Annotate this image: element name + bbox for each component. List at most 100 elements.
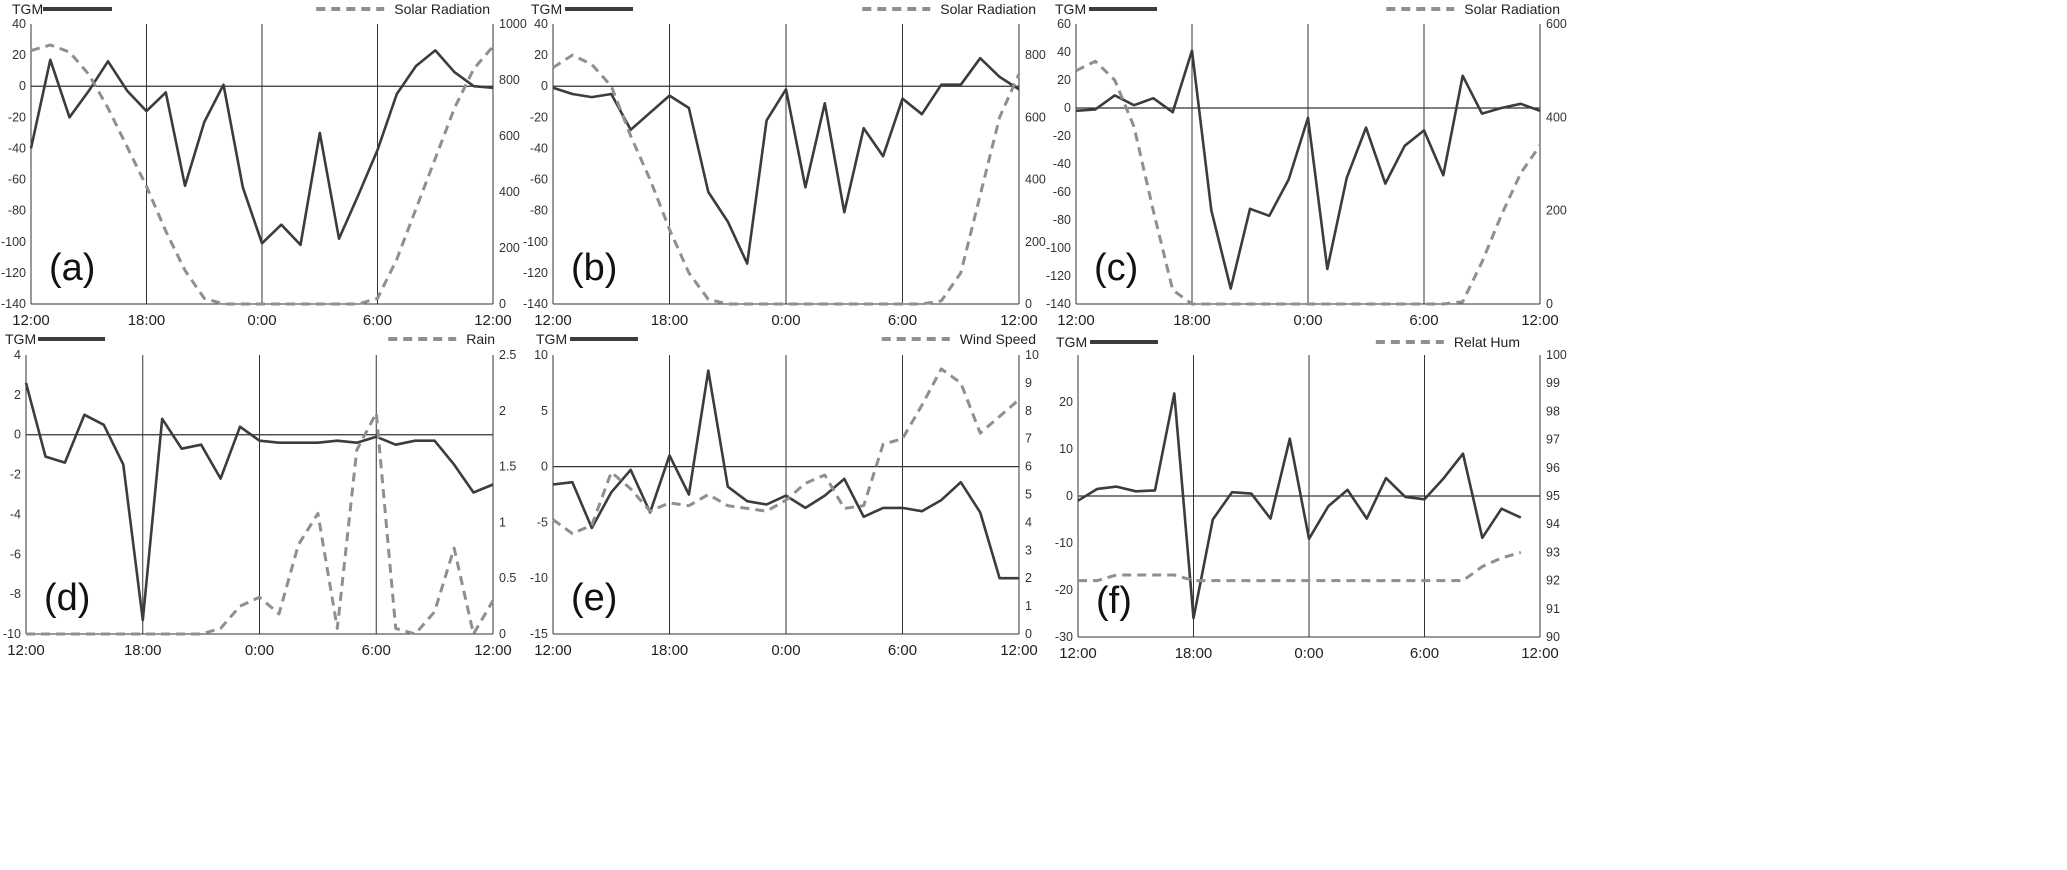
y-right-tick-label: 0 (1025, 297, 1032, 311)
y-left-tick-label: 20 (1059, 395, 1073, 409)
y-right-tick-label: 7 (1025, 432, 1032, 446)
tgm-series-line (24, 382, 494, 622)
y-left-tick-label: -20 (8, 110, 26, 124)
x-tick-label: 18:00 (124, 642, 162, 659)
secondary-series-line (552, 367, 1020, 536)
y-right-tick-label: 2 (499, 404, 506, 418)
y-left-tick-label: 10 (1059, 442, 1073, 456)
y-left-tick-label: -120 (1046, 269, 1071, 283)
y-right-tick-label: 8 (1025, 404, 1032, 418)
x-tick-label: 12:00 (1521, 645, 1559, 662)
y-left-tick-label: -100 (523, 235, 548, 249)
y-right-tick-label: 6 (1025, 460, 1032, 474)
y-left-tick-label: -120 (523, 266, 548, 280)
tgm-series-line (552, 56, 1020, 265)
panel-label: (c) (1094, 247, 1138, 289)
legend-label-tgm: TGM (531, 1, 562, 17)
y-right-tick-label: 400 (1025, 173, 1046, 187)
y-right-tick-label: 96 (1546, 461, 1560, 475)
x-tick-label: 12:00 (1000, 312, 1038, 329)
x-tick-label: 12:00 (534, 312, 572, 329)
y-left-tick-label: -60 (8, 173, 26, 187)
x-tick-label: 0:00 (247, 312, 276, 329)
legend-label-secondary: Relat Hum (1454, 334, 1520, 350)
tgm-series-line (1077, 392, 1522, 620)
y-left-tick-label: 10 (534, 348, 548, 362)
tgm-series-line (552, 369, 1019, 580)
x-tick-label: 18:00 (651, 642, 689, 659)
y-right-tick-label: 0 (499, 297, 506, 311)
y-left-tick-label: -20 (530, 110, 548, 124)
secondary-series-line (552, 53, 1021, 306)
y-left-tick-label: -30 (1055, 630, 1073, 644)
legend-label-tgm: TGM (1056, 334, 1087, 350)
y-right-tick-label: 5 (1025, 488, 1032, 502)
y-right-tick-label: 0 (1546, 297, 1553, 311)
x-tick-label: 12:00 (1000, 642, 1038, 659)
y-left-tick-label: -10 (530, 571, 548, 585)
y-left-tick-label: -100 (1046, 241, 1071, 255)
y-left-tick-label: -120 (1, 266, 26, 280)
x-tick-label: 12:00 (12, 312, 50, 329)
panel-label: (e) (571, 577, 617, 619)
y-right-tick-label: 95 (1546, 489, 1560, 503)
y-right-tick-label: 400 (499, 185, 520, 199)
x-tick-label: 12:00 (1057, 312, 1095, 329)
panel-label: (f) (1096, 580, 1132, 622)
x-tick-label: 12:00 (474, 312, 512, 329)
legend-label-tgm: TGM (12, 1, 43, 17)
legend-label-secondary: Rain (466, 331, 495, 347)
y-left-tick-label: -80 (1053, 213, 1071, 227)
y-left-tick-label: 0 (19, 79, 26, 93)
y-left-tick-label: 60 (1057, 17, 1071, 31)
x-tick-label: 12:00 (474, 642, 512, 659)
legend-label-secondary: Solar Radiation (1464, 1, 1560, 17)
tgm-series-line (29, 49, 494, 247)
y-right-tick-label: 0.5 (499, 571, 516, 585)
y-left-tick-label: 0 (1066, 489, 1073, 503)
x-tick-label: 18:00 (1173, 312, 1211, 329)
y-left-tick-label: -20 (1053, 129, 1071, 143)
y-left-tick-label: 2 (14, 388, 21, 402)
y-right-tick-label: 91 (1546, 602, 1560, 616)
y-right-tick-label: 99 (1546, 376, 1560, 390)
legend-label-secondary: Solar Radiation (394, 1, 490, 17)
y-left-tick-label: 5 (541, 404, 548, 418)
panel-label: (d) (44, 577, 90, 619)
tgm-series-line (1075, 49, 1541, 290)
y-right-tick-label: 2 (1025, 571, 1032, 585)
y-right-tick-label: 400 (1546, 110, 1567, 124)
y-left-tick-label: -15 (530, 627, 548, 641)
x-tick-label: 6:00 (888, 312, 917, 329)
y-right-tick-label: 600 (1546, 17, 1567, 31)
y-left-tick-label: -10 (1055, 536, 1073, 550)
panel-label: (a) (49, 247, 95, 289)
x-tick-label: 12:00 (7, 642, 45, 659)
y-right-tick-label: 92 (1546, 574, 1560, 588)
y-right-tick-label: 1000 (499, 17, 527, 31)
y-left-tick-label: -10 (3, 627, 21, 641)
y-left-tick-label: -60 (530, 173, 548, 187)
secondary-series-line (26, 411, 495, 636)
y-left-tick-label: -20 (1055, 583, 1073, 597)
y-left-tick-label: -60 (1053, 185, 1071, 199)
y-right-tick-label: 90 (1546, 630, 1560, 644)
y-left-tick-label: -40 (530, 141, 548, 155)
x-tick-label: 18:00 (1175, 645, 1213, 662)
y-right-tick-label: 1 (499, 515, 506, 529)
y-right-tick-label: 0 (499, 627, 506, 641)
y-right-tick-label: 93 (1546, 545, 1560, 559)
legend-label-secondary: Solar Radiation (940, 1, 1036, 17)
y-left-tick-label: 20 (1057, 73, 1071, 87)
x-tick-label: 6:00 (888, 642, 917, 659)
x-tick-label: 12:00 (1059, 645, 1097, 662)
y-right-tick-label: 1 (1025, 599, 1032, 613)
y-left-tick-label: 20 (534, 48, 548, 62)
legend-label-tgm: TGM (1055, 1, 1086, 17)
y-left-tick-label: 0 (14, 428, 21, 442)
y-left-tick-label: 40 (534, 17, 548, 31)
x-tick-label: 18:00 (128, 312, 166, 329)
y-right-tick-label: 98 (1546, 404, 1560, 418)
y-right-tick-label: 97 (1546, 433, 1560, 447)
